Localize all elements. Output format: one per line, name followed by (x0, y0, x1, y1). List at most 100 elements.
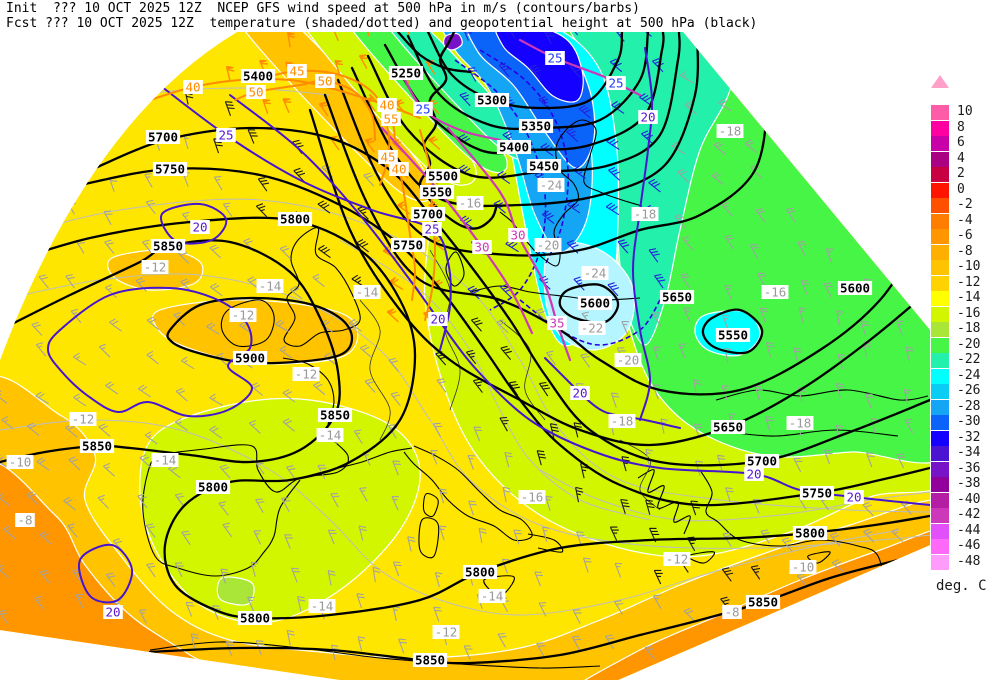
wind-barb (540, 143, 554, 157)
label-box (15, 513, 35, 527)
height-label: 5650 (713, 420, 743, 435)
wind-barb (754, 385, 764, 401)
wind-barb (508, 381, 520, 396)
wind-speed-label: 25 (424, 222, 439, 237)
wind-barb (896, 320, 904, 336)
temp-region-yg-spain (139, 397, 421, 624)
coast-line (403, 445, 533, 542)
wind-barb (39, 569, 51, 585)
wind-speed-label: 20 (105, 605, 120, 620)
wind-barb (755, 208, 766, 223)
temperature-label: -12 (666, 552, 689, 567)
label-box (715, 328, 751, 342)
wind-barb (546, 350, 556, 366)
wind-barb (138, 609, 147, 624)
label-box (744, 454, 780, 468)
wind-barb (224, 101, 235, 116)
wind-barb (497, 632, 507, 648)
coast-line (715, 389, 929, 401)
wind-barb (860, 321, 870, 336)
wind-barb (605, 202, 620, 216)
wind-barb (498, 62, 511, 77)
height-label: 5650 (662, 290, 692, 305)
wind-barb (98, 343, 111, 358)
legend-cell (931, 105, 949, 120)
purple-contour (78, 543, 134, 604)
legend-value-label: -4 (957, 212, 973, 228)
label-box (526, 159, 562, 173)
coast-line (142, 357, 349, 577)
wind-barb (713, 141, 726, 156)
wind-barb (620, 498, 630, 514)
label-box (716, 124, 744, 138)
wind-speed-label: 20 (192, 220, 207, 235)
label-box (578, 321, 606, 335)
black-contour (323, 93, 930, 396)
wind-barb (759, 307, 769, 323)
label-box (432, 625, 460, 639)
wind-speed-label: 40 (185, 80, 200, 95)
wind-barb (222, 522, 233, 538)
wind-barb (459, 92, 471, 107)
legend-cell (931, 368, 949, 384)
wind-barb (180, 356, 195, 370)
legend-value-label: -28 (957, 398, 981, 414)
wind-barb (67, 523, 78, 538)
label-box (792, 526, 828, 540)
wind-barb (573, 276, 585, 291)
wind-barb-pennant (387, 308, 395, 314)
title-fcst-line: Fcst ??? 10 OCT 2025 12Z temperature (sh… (6, 16, 758, 31)
wind-speed-label: 25 (218, 128, 233, 143)
temperature-label: -8 (724, 605, 739, 620)
temperature-label: -8 (17, 513, 32, 528)
wind-barb (465, 349, 477, 365)
wind-barb (407, 536, 416, 552)
black-contour (0, 216, 930, 620)
border-line (359, 299, 391, 441)
grayline-line (0, 273, 930, 549)
wind-barb (677, 168, 689, 183)
legend-value-label: -18 (957, 321, 981, 336)
legend-cell (931, 415, 949, 430)
wind-barb (459, 215, 474, 229)
wind-barb (331, 32, 341, 42)
wind-barb (725, 487, 734, 503)
wind-barb (607, 282, 620, 297)
height-label: 5550 (422, 185, 452, 200)
wind-barb (255, 203, 268, 218)
legend-unit-label: deg. C (936, 578, 987, 594)
legend-cell (931, 229, 949, 244)
wind-barb (472, 378, 483, 393)
grayline-line (339, 239, 651, 521)
height-label: 5850 (748, 595, 778, 610)
wind-speed-label: 20 (640, 110, 655, 125)
wind-barb (209, 244, 222, 259)
height-label: 5450 (529, 159, 559, 174)
wind-barb (353, 429, 363, 444)
temperature-label: -18 (634, 207, 657, 222)
label-box (614, 353, 642, 367)
label-box (518, 490, 546, 504)
legend-value-label: -34 (957, 445, 981, 460)
wind-barb (222, 202, 233, 217)
label-box (69, 412, 97, 426)
wind-barb (137, 493, 148, 509)
legend-cell (931, 554, 949, 570)
wind-barb (105, 381, 119, 395)
temperature-label: -10 (9, 455, 32, 470)
wind-barb (641, 130, 654, 145)
label-box (232, 351, 268, 365)
black-contour (701, 308, 764, 355)
wind-barb (398, 638, 407, 654)
temperature-label: -18 (719, 124, 742, 139)
wind-barb (363, 172, 375, 187)
temperature-label: -14 (319, 428, 342, 443)
wind-barb (542, 526, 550, 542)
wind-barb-pennant (226, 66, 235, 70)
height-label: 5700 (148, 130, 178, 145)
label-box (152, 162, 188, 176)
temperature-label: -10 (792, 560, 815, 575)
wind-barb (865, 452, 875, 468)
legend-value-label: -22 (957, 352, 981, 367)
wind-barb (744, 139, 758, 153)
